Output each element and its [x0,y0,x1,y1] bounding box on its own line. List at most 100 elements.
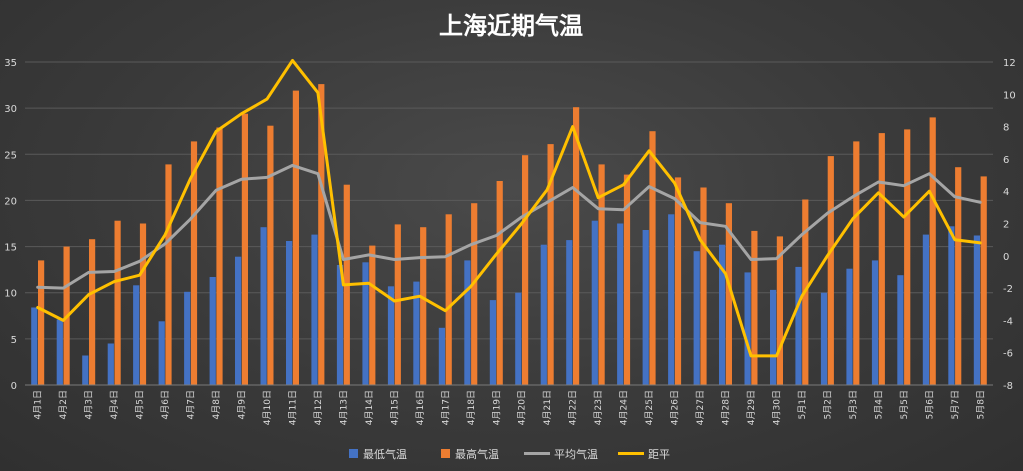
bar-max [649,131,656,385]
bar-max [216,127,223,385]
bar-max [318,84,325,385]
x-tick-label: 4月20日 [517,390,528,425]
bar-min [515,292,522,385]
x-tick-label: 4月30日 [772,390,783,425]
bar-min [56,319,63,385]
bar-max [522,155,529,385]
y2-tick-label: 2 [1003,220,1009,231]
y-tick-label: 20 [4,196,17,207]
legend: 最低气温 最高气温 平均气温 距平 [349,447,670,461]
series-line-距平 [36,58,982,358]
bar-min [591,220,598,385]
x-tick-label: 4月9日 [237,390,248,419]
legend-label: 平均气温 [554,447,598,461]
bar-max [114,220,121,385]
bar-min [795,266,802,385]
x-tick-label: 4月21日 [542,390,553,425]
bar-min [184,291,191,385]
bar-min [31,307,38,385]
x-tick-label: 4月13日 [338,390,349,425]
bar-max [853,141,860,385]
series-line-平均气温 [36,163,982,290]
y2-tick-label: -2 [1003,284,1013,295]
x-tick-label: 4月5日 [135,390,146,419]
bar-max [471,203,478,385]
y2-tick-label: 10 [1003,90,1016,101]
y-tick-label: 15 [4,243,17,254]
bar-max [827,156,834,385]
bar-min [820,292,828,385]
bar-series [31,84,987,386]
bar-min [133,285,140,385]
y-tick-label: 30 [4,104,17,115]
bar-min [82,355,89,385]
bar-min [235,256,242,385]
bar-max [980,176,987,385]
bar-max [394,224,401,385]
legend-swatch [349,449,358,458]
bar-min [387,286,395,385]
bar-min [719,244,726,385]
line-series [36,58,982,358]
x-tick-label: 4月26日 [670,390,681,425]
bar-max [623,174,631,385]
bar-min [336,265,344,385]
y2-tick-label: -4 [1003,316,1013,327]
bar-min [693,251,700,385]
bar-max [725,203,732,385]
x-tick-label: 4月11日 [288,390,299,425]
x-tick-label: 4月27日 [695,390,706,425]
bar-min [489,300,496,385]
bar-max [89,239,96,385]
x-tick-label: 5月2日 [822,390,833,419]
y2-tick-label: 12 [1003,58,1016,69]
bar-max [904,129,911,385]
bar-min [871,260,879,385]
bar-min [286,241,293,385]
bar-max [674,177,682,385]
bar-max [547,144,554,385]
legend-label: 距平 [648,448,670,461]
x-tick-label: 5月3日 [848,390,859,419]
bar-max [878,133,885,385]
x-tick-label: 5月4日 [873,390,884,419]
x-tick-label: 5月6日 [924,390,935,419]
bar-min [107,343,114,385]
bar-min [668,214,675,385]
y2-tick-label: 8 [1003,123,1009,134]
x-tick-label: 4月14日 [364,390,375,425]
bar-max [700,187,707,385]
bar-max [241,113,248,385]
x-tick-label: 5月5日 [899,390,910,419]
x-axis: 4月1日 4月2日 4月3日 4月4日 4月5日 4月6日 4月7日 4月8日 4月9日 4月10… [25,384,993,425]
bar-min [642,230,649,385]
x-tick-label: 4月3日 [84,390,95,419]
y2-tick-label: 6 [1003,155,1009,166]
bar-max [292,90,299,385]
bar-min [438,327,445,385]
x-tick-label: 5月7日 [950,390,961,419]
x-tick-label: 5月8日 [975,390,986,419]
y-tick-label: 10 [4,289,17,300]
legend-label: 最低气温 [363,447,407,461]
bar-min [770,289,777,385]
bar-min [617,223,624,385]
bar-max [190,141,198,385]
bar-max [38,260,45,385]
bar-min [948,226,955,385]
y-axis-right: -8 -6 -4 -2 0 2 4 6 8 10 12 [1003,58,1016,392]
x-tick-label: 5月1日 [797,390,808,419]
bar-max [165,164,172,385]
bar-min [209,277,216,385]
y-tick-label: 25 [4,150,17,161]
bar-max [139,223,147,385]
bar-min [566,240,573,385]
x-tick-label: 4月24日 [619,390,630,425]
bar-max [420,227,427,385]
x-tick-label: 4月18日 [466,390,477,425]
x-tick-label: 4月10日 [262,390,273,425]
x-tick-label: 4月8日 [211,390,222,419]
bar-max [445,214,452,385]
y2-tick-label: 0 [1003,252,1009,263]
